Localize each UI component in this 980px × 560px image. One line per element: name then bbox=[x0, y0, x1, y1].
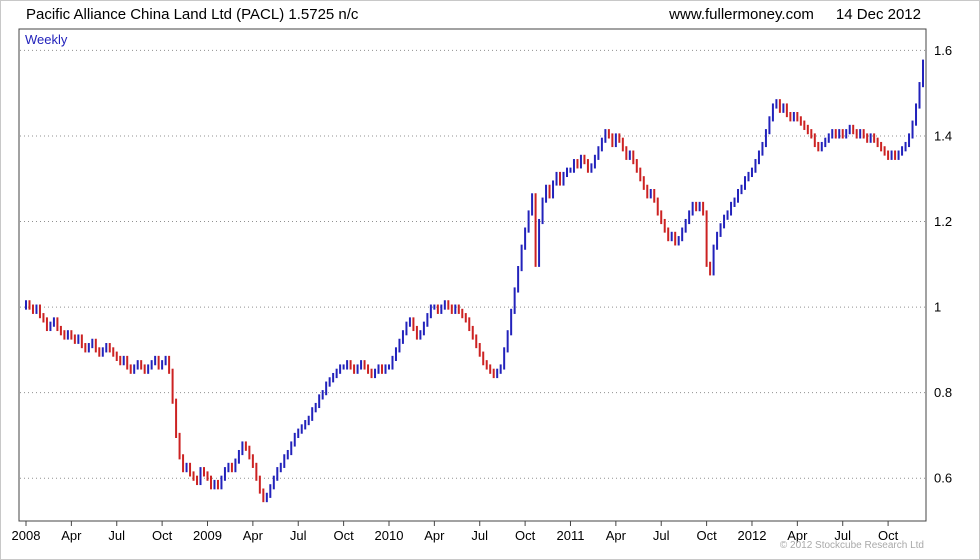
svg-text:Oct: Oct bbox=[333, 528, 354, 543]
svg-text:1.6: 1.6 bbox=[934, 43, 952, 58]
date-label: 14 Dec 2012 bbox=[835, 6, 921, 23]
svg-text:Apr: Apr bbox=[787, 528, 808, 543]
svg-text:Jul: Jul bbox=[108, 528, 125, 543]
svg-text:Jul: Jul bbox=[290, 528, 307, 543]
chart-header: Pacific Alliance China Land Ltd (PACL) 1… bbox=[26, 6, 921, 23]
header-right: www.fullermoney.com 14 Dec 2012 bbox=[669, 6, 921, 23]
chart-title: Pacific Alliance China Land Ltd (PACL) 1… bbox=[26, 6, 358, 23]
svg-text:2010: 2010 bbox=[375, 528, 404, 543]
svg-text:Apr: Apr bbox=[606, 528, 627, 543]
instrument-name: Pacific Alliance China Land Ltd (PACL) bbox=[26, 6, 285, 23]
price-quote: 1.5725 n/c bbox=[288, 6, 359, 23]
svg-text:2011: 2011 bbox=[556, 528, 584, 543]
frequency-label: Weekly bbox=[25, 32, 68, 47]
svg-text:Oct: Oct bbox=[152, 528, 173, 543]
copyright-note: © 2012 Stockcube Research Ltd bbox=[779, 540, 924, 551]
svg-text:0.6: 0.6 bbox=[934, 471, 952, 486]
svg-text:Apr: Apr bbox=[243, 528, 264, 543]
svg-text:2008: 2008 bbox=[12, 528, 41, 543]
site-url: www.fullermoney.com bbox=[669, 6, 814, 23]
svg-text:Oct: Oct bbox=[878, 528, 899, 543]
svg-text:0.8: 0.8 bbox=[934, 385, 952, 400]
svg-text:Oct: Oct bbox=[515, 528, 536, 543]
svg-text:Jul: Jul bbox=[653, 528, 670, 543]
svg-text:1: 1 bbox=[934, 300, 941, 315]
svg-text:1.2: 1.2 bbox=[934, 214, 952, 229]
svg-text:1.4: 1.4 bbox=[934, 128, 952, 143]
svg-text:Jul: Jul bbox=[471, 528, 488, 543]
svg-text:2009: 2009 bbox=[193, 528, 222, 543]
svg-text:Jul: Jul bbox=[834, 528, 851, 543]
svg-text:Oct: Oct bbox=[696, 528, 717, 543]
svg-text:2012: 2012 bbox=[738, 528, 767, 543]
svg-text:Apr: Apr bbox=[424, 528, 445, 543]
svg-text:Apr: Apr bbox=[61, 528, 82, 543]
